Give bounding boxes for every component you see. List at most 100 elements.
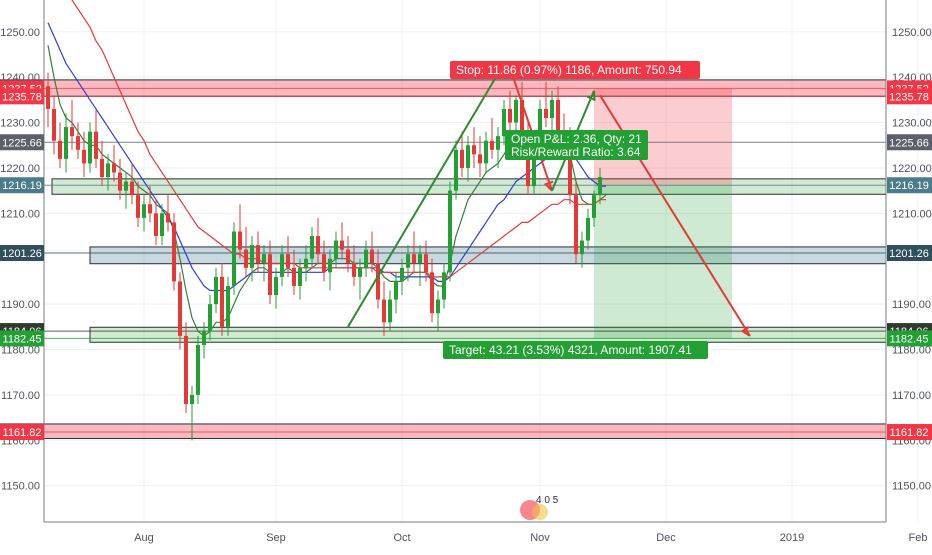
candle-body: [424, 254, 428, 273]
level-badge-left: [0, 177, 44, 194]
candle-body: [508, 108, 512, 123]
candle-body: [298, 267, 302, 286]
candle-body: [388, 299, 392, 323]
uptrend-arrow-1: [347, 63, 505, 328]
level-text-right: 1201.26: [889, 248, 929, 260]
candle-body: [142, 204, 146, 218]
y-tick-left: 1180.00: [1, 345, 40, 357]
candle-body: [526, 140, 530, 187]
candle-body: [466, 145, 470, 168]
level-text-right: 1225.66: [889, 137, 929, 149]
candle-body: [400, 267, 404, 282]
level-text-left: 1225.66: [2, 137, 42, 149]
level-badge-right: [887, 245, 932, 262]
candle-body: [484, 140, 488, 164]
level-badge-right: [887, 134, 932, 151]
candle-body: [574, 195, 578, 255]
candle-body: [364, 249, 368, 268]
watermark: 4 0 5: [520, 495, 559, 520]
candle-body: [544, 108, 548, 119]
candle-body: [226, 285, 230, 327]
level-badge-left: [0, 330, 44, 347]
level-text-left: 1182.45: [3, 333, 42, 345]
candle-body: [592, 195, 596, 218]
candle-body: [70, 127, 74, 137]
candle-body: [454, 149, 458, 191]
candle-body: [286, 254, 290, 268]
low-zone: [0, 423, 887, 439]
candle-body: [256, 245, 260, 264]
level-badge-left: [0, 245, 44, 262]
candle-body: [586, 217, 590, 241]
level-badge-left: [0, 424, 44, 441]
candle-body: [340, 240, 344, 250]
pnl-label-text: Open P&L: 2.36, Qty: 21: [511, 132, 642, 146]
target-label-text: Target: 43.21 (3.53%) 4321, Amount: 1907…: [449, 343, 692, 357]
level-text-right: 1161.82: [890, 427, 929, 439]
pnl-label-text: Risk/Reward Ratio: 3.64: [511, 145, 641, 159]
y-tick-right: 1180.00: [892, 345, 931, 357]
candle-body: [418, 254, 422, 264]
candle-body: [112, 163, 116, 173]
candle-body: [580, 240, 584, 255]
candle-body: [58, 140, 62, 159]
candle-body: [202, 331, 206, 345]
candle-body: [208, 304, 212, 332]
candle-body: [598, 177, 602, 196]
candle-body: [316, 236, 320, 255]
candle-body: [472, 145, 476, 155]
candle-body: [274, 276, 278, 296]
x-tick: Dec: [656, 532, 676, 544]
position-labels: Stop: 11.86 (0.97%) 1186, Amount: 750.94…: [443, 61, 708, 359]
x-tick: Aug: [134, 532, 154, 544]
candle-body: [250, 245, 254, 268]
candle-body: [550, 99, 554, 119]
candle-body: [406, 254, 410, 268]
candle-body: [436, 299, 440, 314]
entry-zone: [51, 178, 887, 195]
candle-body: [196, 344, 200, 395]
candle-body: [376, 263, 380, 300]
candle-body: [214, 276, 218, 305]
candle-body: [280, 254, 284, 277]
candle-body: [106, 163, 110, 178]
candle-body: [178, 281, 182, 336]
candle-body: [94, 131, 98, 159]
candle-body: [238, 231, 242, 250]
candle-body: [328, 258, 332, 273]
watermark-text: 4 0 5: [536, 495, 559, 506]
candle-body: [184, 335, 188, 404]
price-zones: [0, 79, 887, 439]
level-badge-left: [0, 88, 44, 105]
y-tick-right: 1150.00: [892, 481, 931, 493]
level-badge-right: [887, 177, 932, 194]
candle-body: [46, 86, 50, 109]
y-tick-right: 1230.00: [892, 118, 932, 130]
level-badge-right: [887, 330, 932, 347]
y-tick-left: 1150.00: [1, 481, 40, 493]
level-badge-right: [887, 424, 932, 441]
candle-body: [358, 267, 362, 277]
level-text-right: 1182.45: [890, 333, 929, 345]
candle-body: [220, 276, 224, 327]
level-text-left: 1235.78: [2, 91, 42, 103]
candle-body: [268, 254, 272, 296]
candle-body: [490, 140, 494, 150]
y-tick-left: 1220.00: [0, 163, 40, 175]
watermark-icon-2: [532, 504, 548, 520]
candle-body: [124, 181, 128, 191]
level-text-left: 1201.26: [2, 248, 42, 260]
x-tick: Nov: [530, 532, 550, 544]
candle-body: [292, 267, 296, 286]
x-tick: Oct: [393, 532, 410, 544]
candle-body: [82, 149, 86, 164]
candle-body: [148, 204, 152, 214]
candle-body: [118, 172, 122, 191]
candle-body: [532, 149, 536, 187]
candle-body: [514, 99, 518, 123]
mid-support-zone: [89, 246, 887, 265]
level-badge-left: [0, 134, 44, 151]
candle-body: [190, 394, 194, 404]
